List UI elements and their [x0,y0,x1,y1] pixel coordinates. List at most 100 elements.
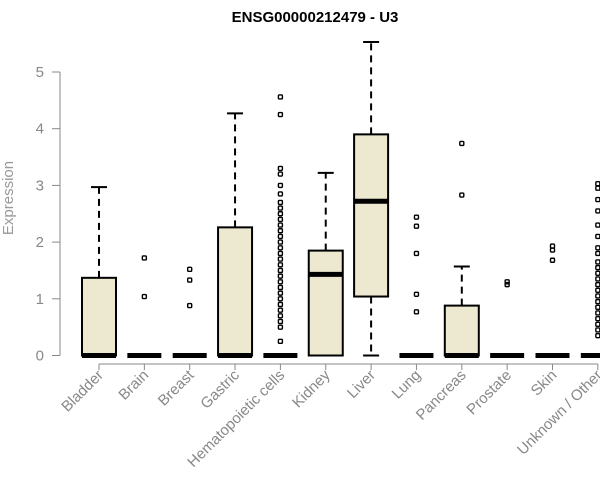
outlier-point [595,196,600,203]
outlier-point [277,262,284,268]
outlier-point [277,250,284,257]
box [217,226,254,357]
box-group [535,243,570,358]
outlier-point [413,223,420,229]
outlier-point [277,290,284,296]
outlier-point [277,307,284,313]
outlier-point [459,140,465,147]
x-tick-label: Pancreas [413,367,470,424]
chart-title: ENSG00000212479 - U3 [232,9,399,26]
x-tick-label: Prostate [463,367,515,419]
outlier-point [595,293,600,299]
outlier-point [504,281,510,288]
outlier-point [595,327,600,333]
outlier-point [595,270,600,276]
y-tick-label: 3 [36,177,44,194]
box-group [307,171,344,357]
outlier-point [595,304,600,311]
outlier-point [277,228,284,234]
outlier-point [277,205,284,211]
box [81,276,117,357]
outlier-point [277,284,284,291]
plot-area [81,40,600,358]
outlier-point [549,243,556,249]
box-group [81,186,117,358]
x-tick-label: Liver [344,367,379,402]
box-group [217,112,254,358]
outlier-point [459,192,465,198]
outlier-point [186,302,193,309]
x-tick-label: Lung [389,367,425,403]
outlier-point [277,256,284,262]
outlier-point [277,171,284,177]
box [443,304,480,357]
outlier-point [277,301,284,308]
outlier-point [595,281,600,288]
box [307,249,344,357]
outlier-point [595,185,600,191]
outlier-point [595,208,600,214]
outlier-point [595,222,600,228]
box [353,133,390,298]
outlier-point [413,214,420,220]
box-group [490,279,525,358]
outlier-point [277,245,284,251]
outlier-point [277,338,284,345]
outlier-point [595,180,600,187]
outlier-point [595,310,600,316]
outlier-point [277,111,284,118]
box-group [580,180,600,358]
outlier-point [413,291,420,297]
outlier-point [277,165,284,172]
outlier-point [141,255,148,261]
outlier-point [595,298,600,305]
outlier-point [277,182,284,189]
box-group [353,40,390,357]
outlier-point [277,216,284,223]
outlier-point [595,315,600,322]
outlier-point [277,191,284,197]
x-tick-label: Skin [528,367,561,400]
outlier-point [141,293,148,300]
outlier-point [277,233,284,240]
y-tick-label: 1 [36,291,44,308]
outlier-point [186,277,193,283]
outlier-point [277,324,284,330]
outlier-point [595,332,600,339]
x-tick-label: Kidney [289,366,334,411]
x-tick-label: Bladder [58,367,107,416]
y-tick-label: 5 [36,64,44,81]
outlier-point [277,313,284,319]
outlier-point [595,259,600,265]
outlier-point [277,199,284,206]
outlier-point [277,267,284,274]
outlier-point [277,296,284,302]
box-group [443,140,480,358]
outlier-point [186,266,193,273]
outlier-point [277,273,284,279]
outlier-point [277,239,284,245]
outlier-point [595,233,600,240]
outlier-point [277,94,284,100]
outlier-point [595,276,600,282]
outlier-point [595,264,600,271]
box-group [172,266,207,358]
x-tick-label: Brain [115,367,152,404]
outlier-point [595,287,600,293]
y-axis: 0 1 2 3 4 5 [36,64,61,365]
outlier-point [413,309,420,315]
box-group [263,94,298,358]
outlier-point [277,222,284,228]
box-group [127,255,162,358]
outlier-point [277,318,284,325]
outlier-point [549,257,556,263]
outlier-point [277,211,284,217]
y-axis-label: Expression [0,161,17,235]
y-tick-label: 0 [36,348,44,365]
outlier-point [277,279,284,285]
outlier-point [595,245,600,251]
outlier-point [595,250,600,257]
x-tick-label: Breast [155,366,198,409]
